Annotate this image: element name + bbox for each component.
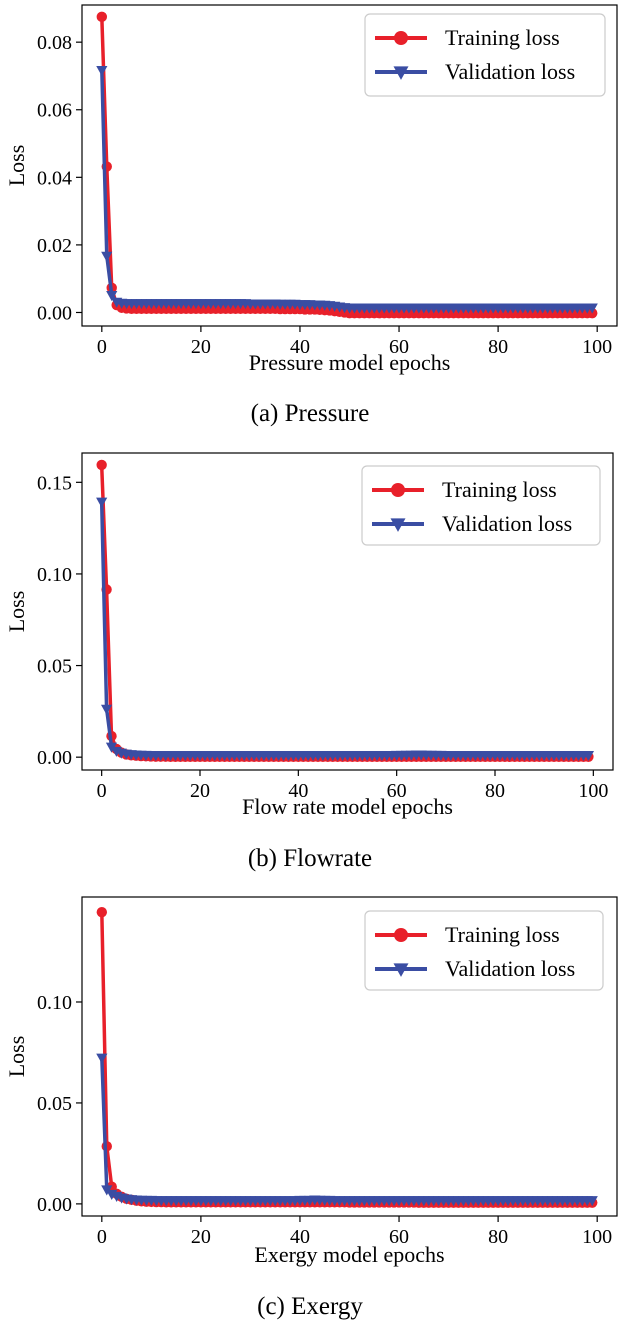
legend-validation-label: Validation loss <box>442 511 572 536</box>
validation-loss-point <box>101 251 113 262</box>
legend: Training loss Validation loss <box>364 910 604 991</box>
x-tick-label: 0 <box>97 336 107 358</box>
training-loss-point <box>96 906 108 918</box>
y-tick-label: 0.05 <box>37 656 72 678</box>
x-tick-label: 40 <box>290 1226 310 1248</box>
x-tick-label: 0 <box>97 1226 107 1248</box>
y-axis-label: Loss <box>4 145 29 187</box>
legend-training-label: Training loss <box>442 477 557 502</box>
x-tick-label: 60 <box>389 336 409 358</box>
x-tick-label: 100 <box>578 780 608 802</box>
x-tick-label: 40 <box>288 780 308 802</box>
validation-loss-line <box>100 69 593 310</box>
legend-circle-marker <box>391 483 405 497</box>
x-tick-label: 80 <box>485 780 505 802</box>
x-tick-label: 20 <box>191 336 211 358</box>
validation-loss-point <box>96 65 108 77</box>
legend-circle-marker <box>394 31 408 45</box>
series-group <box>96 11 598 319</box>
x-axis-label: Flow rate model epochs <box>242 794 453 819</box>
x-axis-label: Exergy model epochs <box>254 1242 444 1267</box>
legend-circle-marker <box>394 928 408 942</box>
training-loss-point <box>96 459 107 471</box>
legend: Training loss Validation loss <box>364 13 606 97</box>
y-tick-label: 0.08 <box>37 32 72 54</box>
x-axis-label: Pressure model epochs <box>249 350 451 375</box>
x-tick-label: 60 <box>389 1226 409 1248</box>
y-tick-label: 0.00 <box>37 1194 72 1216</box>
validation-loss-point <box>582 751 595 762</box>
panel-caption: (b) Flowrate <box>248 845 372 872</box>
y-tick-label: 0.10 <box>37 564 72 586</box>
legend-training-label: Training loss <box>445 922 560 947</box>
legend-box <box>364 13 606 97</box>
training-loss-point <box>96 11 108 23</box>
validation-loss-point <box>96 1053 108 1064</box>
x-tick-label: 60 <box>387 780 407 802</box>
x-tick-label: 100 <box>582 1226 612 1248</box>
x-tick-label: 100 <box>582 336 612 358</box>
legend-triangle-marker <box>393 963 409 977</box>
y-tick-label: 0.02 <box>37 235 72 257</box>
y-tick-label: 0.05 <box>37 1093 72 1115</box>
legend-validation-label: Validation loss <box>445 956 575 981</box>
validation-loss-point <box>96 497 108 508</box>
validation-loss-point <box>586 1196 598 1207</box>
validation-loss-point <box>106 290 118 302</box>
series-group <box>96 459 595 763</box>
chart-panel-3: 0 20 40 60 80 100 0.00 0.05 0.10 Exergy model epo… <box>4 896 618 1320</box>
x-tick-label: 80 <box>488 1226 508 1248</box>
legend-triangle-marker <box>393 66 409 80</box>
validation-loss-point <box>586 303 598 314</box>
y-tick-label: 0.15 <box>37 472 72 494</box>
x-tick-label: 20 <box>191 1226 211 1248</box>
x-tick-label: 40 <box>290 336 310 358</box>
legend-training-label: Training loss <box>445 25 560 50</box>
plot-frame <box>81 896 618 1217</box>
panel-caption: (a) Pressure <box>251 400 370 427</box>
x-tick-label: 0 <box>97 780 107 802</box>
y-axis-label: Loss <box>4 1036 29 1078</box>
x-tick-label: 20 <box>190 780 210 802</box>
legend-triangle-marker <box>390 518 406 532</box>
y-tick-label: 0.06 <box>37 100 72 122</box>
chart-panel-1: 0 20 40 60 80 100 0.00 0.02 0.04 0.06 0.08 Pressure… <box>4 4 618 427</box>
legend: Training loss Validation loss <box>361 465 601 546</box>
y-tick-label: 0.00 <box>37 302 72 324</box>
series-group <box>96 906 598 1208</box>
y-tick-label: 0.00 <box>37 747 72 769</box>
y-axis-label: Loss <box>4 591 29 633</box>
panel-caption: (c) Exergy <box>257 1293 363 1320</box>
legend-validation-label: Validation loss <box>445 59 575 84</box>
validation-loss-point <box>100 704 113 715</box>
y-tick-label: 0.04 <box>37 167 72 189</box>
plot-frame <box>81 4 618 327</box>
x-tick-label: 80 <box>488 336 508 358</box>
plot-frame <box>81 452 614 771</box>
chart-panel-2: 0 20 40 60 80 100 0.00 0.05 0.10 0.15 Flow rate mo… <box>4 452 614 872</box>
validation-loss-line <box>100 1057 593 1202</box>
y-tick-label: 0.10 <box>37 992 72 1014</box>
